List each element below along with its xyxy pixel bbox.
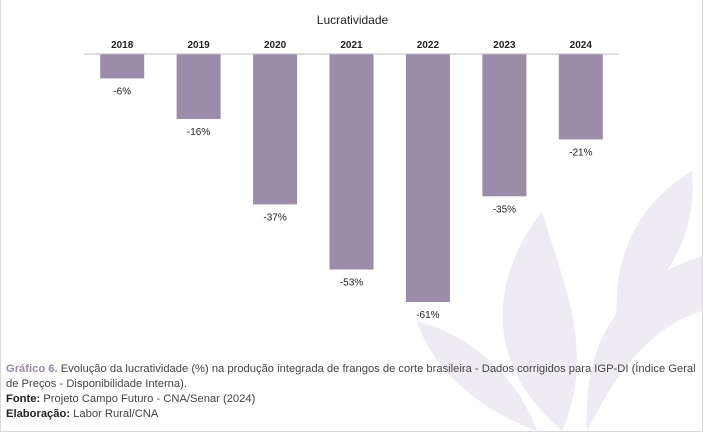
source-label: Fonte: — [6, 393, 41, 405]
leaf-watermark-icon — [417, 171, 702, 431]
bar-chart: 2018 -6% 2019 -16% 2020 -37% 2021 -53% 2022 -61% 2… — [84, 40, 619, 321]
figure-label: Gráfico 6. — [6, 363, 58, 375]
caption-author: Elaboração: Labor Rural/CNA — [6, 407, 698, 422]
data-label-2019: -16% — [187, 127, 210, 138]
x-tick-label-2023: 2023 — [493, 40, 516, 51]
x-tick-label-2022: 2022 — [417, 40, 440, 51]
caption-source: Fonte: Projeto Campo Futuro - CNA/Senar … — [6, 392, 698, 407]
data-label-2022: -61% — [416, 310, 439, 321]
x-tick-label-2018: 2018 — [111, 40, 134, 51]
data-label-2018: -6% — [113, 86, 131, 97]
bar-2020 — [253, 54, 298, 205]
bar-2018 — [100, 54, 145, 79]
source-text: Projeto Campo Futuro - CNA/Senar (2024) — [40, 393, 256, 405]
data-label-2020: -37% — [263, 212, 286, 223]
x-tick-label-2021: 2021 — [340, 40, 363, 51]
bar-2022 — [405, 54, 450, 302]
bar-2023 — [482, 54, 527, 197]
chart-title: Lucratividade — [316, 13, 389, 27]
x-tick-label-2024: 2024 — [570, 40, 593, 51]
x-tick-label-2020: 2020 — [264, 40, 287, 51]
author-text: Labor Rural/CNA — [70, 408, 159, 420]
caption-description: Gráfico 6. Evolução da lucratividade (%)… — [6, 362, 698, 392]
bar-2019 — [176, 54, 221, 119]
data-label-2021: -53% — [340, 278, 363, 289]
data-label-2024: -21% — [569, 147, 592, 158]
bar-2024 — [558, 54, 603, 140]
bar-2021 — [329, 54, 374, 270]
author-label: Elaboração: — [6, 408, 71, 420]
x-tick-label-2019: 2019 — [187, 40, 210, 51]
figure-text: Evolução da lucratividade (%) na produçã… — [6, 363, 696, 390]
data-label-2023: -35% — [493, 204, 516, 215]
figure-caption: Gráfico 6. Evolução da lucratividade (%)… — [6, 362, 698, 422]
